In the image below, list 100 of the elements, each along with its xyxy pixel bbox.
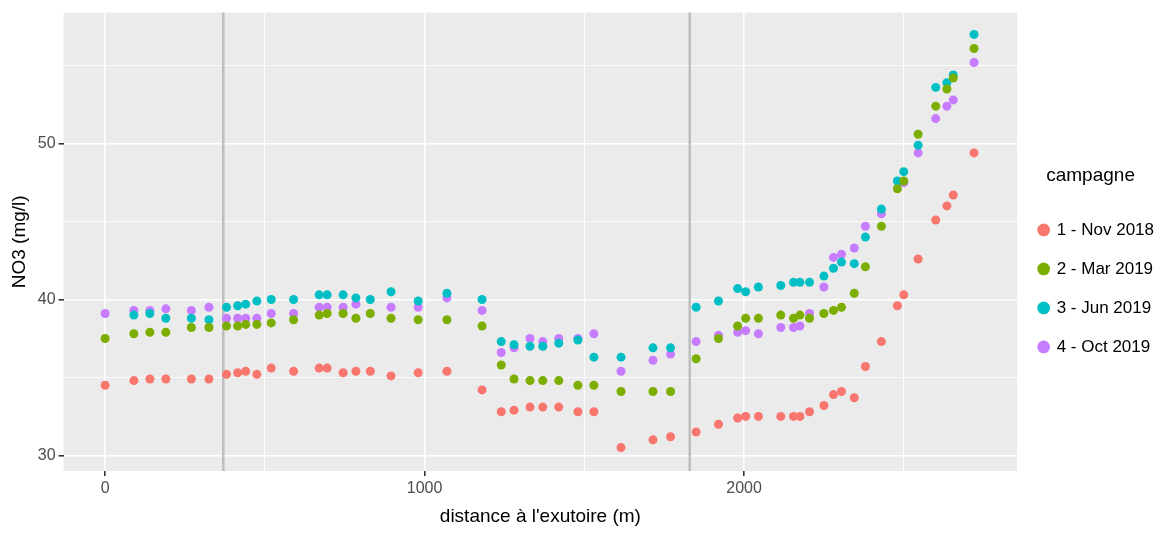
point [525,333,535,343]
point [828,390,838,400]
point [753,313,763,323]
point [589,380,599,390]
point [913,129,923,139]
point [741,287,751,297]
point [161,327,171,337]
point [145,374,155,384]
point [161,304,171,314]
point [741,313,751,323]
point [860,262,870,272]
point [442,315,452,325]
point [849,393,859,403]
point [386,371,396,381]
legend-title: campagne [1046,164,1135,186]
point [691,337,701,347]
point [338,290,348,300]
point [836,302,846,312]
point [289,315,299,325]
point [969,148,979,158]
point [322,309,332,319]
point [442,288,452,298]
point [892,301,902,311]
point [931,114,941,124]
point [942,101,952,111]
point [892,184,902,194]
point [795,310,805,320]
point [753,411,763,421]
x-tick-label: 0 [100,479,110,497]
point [338,368,348,378]
point [931,101,941,111]
point [496,360,506,370]
point [351,366,361,376]
point [266,294,276,304]
point [222,369,232,379]
point [616,386,626,396]
point [589,352,599,362]
point [477,305,487,315]
point [849,288,859,298]
point [789,313,799,323]
point [386,287,396,297]
point [776,310,786,320]
point [776,411,786,421]
point [365,366,375,376]
point [204,374,214,384]
point [477,294,487,304]
point [289,366,299,376]
point [666,432,676,442]
point [942,84,952,94]
point [805,277,815,287]
point [589,329,599,339]
point [266,318,276,328]
point [241,366,251,376]
point [252,369,262,379]
point [753,282,763,292]
point [713,296,723,306]
point [338,309,348,319]
y-tick-label: 50 [37,133,56,151]
point [733,413,743,423]
point [233,301,243,311]
point [477,385,487,395]
point [828,305,838,315]
point [691,354,701,364]
point [948,190,958,200]
point [413,368,423,378]
point [931,82,941,92]
legend-label: 4 - Oct 2019 [1056,336,1151,356]
point [186,323,196,333]
point [828,252,838,262]
point [204,302,214,312]
point [666,386,676,396]
point [795,277,805,287]
point [876,337,886,347]
point [969,57,979,67]
point [913,254,923,264]
point [876,204,886,214]
point [969,43,979,53]
x-tick-label: 1000 [406,479,443,497]
point [161,374,171,384]
point [100,333,110,343]
point [145,327,155,337]
point [496,337,506,347]
point [351,313,361,323]
point [314,302,324,312]
point [819,271,829,281]
point [314,310,324,320]
point [648,355,658,365]
point [241,319,251,329]
point [204,323,214,333]
point [538,402,548,412]
x-axis-title: distance à l'exutoire (m) [439,504,641,526]
point [795,411,805,421]
point [509,405,519,415]
point [186,374,196,384]
point [442,366,452,376]
point [186,313,196,323]
point [525,341,535,351]
point [876,221,886,231]
point [233,321,243,331]
point [860,221,870,231]
